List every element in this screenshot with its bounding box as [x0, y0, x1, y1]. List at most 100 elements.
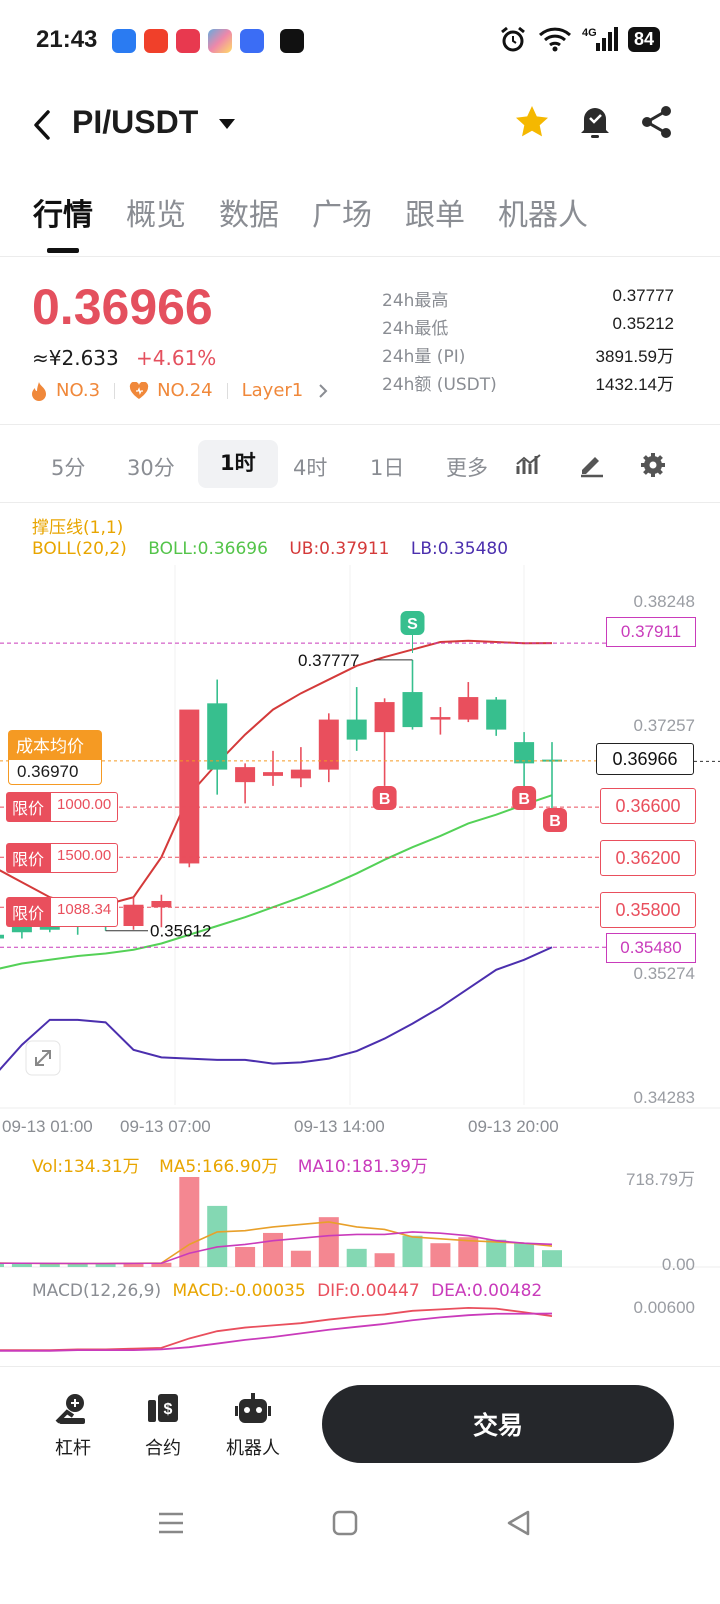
- robot-icon: [235, 1393, 271, 1423]
- back-arrow-icon[interactable]: [30, 108, 56, 142]
- volume-bar: [430, 1243, 451, 1267]
- rank-separator: [226, 382, 228, 399]
- order-price-tag: 0.36600: [600, 788, 696, 824]
- menu-icon[interactable]: [158, 1510, 184, 1536]
- tab-copy-trading[interactable]: 跟单: [405, 198, 465, 233]
- trade-button[interactable]: 交易: [322, 1385, 674, 1463]
- home-square-icon[interactable]: [332, 1510, 358, 1536]
- period-1d[interactable]: 1日: [370, 456, 405, 480]
- volume-bar: [151, 1262, 172, 1267]
- tab-overview[interactable]: 概览: [126, 198, 186, 233]
- candle-body: [0, 934, 4, 939]
- share-icon[interactable]: [640, 104, 674, 140]
- back-triangle-icon[interactable]: [506, 1510, 532, 1536]
- draw-tool-icon[interactable]: [578, 452, 606, 478]
- volume-max-label: 718.79万: [626, 1170, 695, 1189]
- status-bar: 21:43 4G 84: [0, 0, 720, 80]
- contract-nav[interactable]: $ 合约: [128, 1392, 198, 1460]
- candle-body: [346, 719, 367, 740]
- volume-min-label: 0.00: [662, 1255, 695, 1274]
- price-change-percent: +4.61%: [136, 346, 217, 370]
- limit-order-label: 限价: [6, 843, 51, 873]
- period-5m[interactable]: 5分: [51, 456, 86, 480]
- category-tag[interactable]: Layer1: [241, 380, 304, 401]
- favorite-rank[interactable]: NO.24: [157, 380, 213, 401]
- trade-marker: [372, 786, 397, 810]
- indicator-icon[interactable]: [515, 452, 543, 478]
- rank-badges: NO.3 NO.24 Layer1: [30, 380, 329, 401]
- volume-bar: [235, 1246, 256, 1267]
- low-price-label: 0.35612: [150, 922, 211, 941]
- cost-average-tag[interactable]: 成本均价 0.36970: [8, 730, 102, 785]
- chevron-right-icon[interactable]: [317, 383, 329, 399]
- limit-order-tag[interactable]: 限价 1500.00: [6, 843, 119, 873]
- period-more[interactable]: 更多: [446, 456, 488, 480]
- chart-grid: 0.38248 0.37257 0.35274 0.34283 09-13 01:00 0…: [0, 565, 720, 1268]
- stat-label: 24h额 (USDT): [382, 375, 497, 395]
- stats-24h: 24h最高 0.37777 24h最低 0.35212 24h量 (PI) 3891.…: [382, 286, 674, 398]
- trade-marker: [543, 808, 567, 832]
- macd-dea-line: [0, 1312, 553, 1352]
- volume-bar: [179, 1177, 200, 1267]
- cost-average-value: 0.36970: [8, 759, 102, 785]
- volume-bar: [11, 1263, 32, 1267]
- volume-bar: [346, 1248, 367, 1267]
- favorite-star-icon[interactable]: [514, 104, 550, 140]
- leverage-label: 杠杆: [55, 1438, 91, 1459]
- last-price-tag: 0.36966: [596, 743, 694, 775]
- price-cny: ≈¥2.633: [32, 346, 119, 370]
- contract-icon: $: [148, 1394, 178, 1422]
- robot-nav[interactable]: 机器人: [218, 1392, 288, 1460]
- y-axis-tick-label: 0.35274: [634, 964, 695, 983]
- kline-chart[interactable]: 0.38248 0.37257 0.35274 0.34283 09-13 01:00 0…: [0, 505, 720, 1365]
- stat-row: 24h最低 0.35212: [382, 314, 674, 342]
- bottom-action-bar: 杠杆 $ 合约 机器人 交易: [0, 1370, 720, 1480]
- period-1h[interactable]: 1时: [198, 440, 278, 488]
- high-price-label: 0.37777: [298, 651, 359, 670]
- chart-settings-gear-icon[interactable]: [640, 452, 666, 478]
- candle-body: [235, 767, 256, 783]
- limit-order-amount: 1088.34: [50, 897, 119, 927]
- tab-market[interactable]: 行情: [33, 190, 93, 256]
- leverage-nav[interactable]: 杠杆: [38, 1392, 108, 1460]
- app-notification-icon: [112, 29, 136, 53]
- trade-marker-letter: B: [549, 813, 561, 830]
- stat-value: 3891.59万: [595, 347, 674, 366]
- volume-ma10-line: [0, 1231, 553, 1265]
- period-selector: 5分 30分 1时 4时 1日 更多: [0, 440, 720, 490]
- boll-params: BOLL(20,2): [32, 539, 127, 559]
- trade-marker-letter: S: [407, 616, 418, 633]
- candle-body: [486, 699, 507, 730]
- x-axis-tick-label: 09-13 20:00: [468, 1117, 559, 1136]
- more-notifications-icon: [280, 29, 304, 53]
- contract-label: 合约: [145, 1438, 181, 1459]
- svg-text:$: $: [164, 1401, 173, 1418]
- candle-body: [207, 703, 228, 770]
- tab-square[interactable]: 广场: [312, 198, 372, 233]
- limit-order-tag[interactable]: 限价 1000.00: [6, 792, 119, 822]
- video-app-icon: [144, 29, 168, 53]
- stat-row: 24h量 (PI) 3891.59万: [382, 342, 674, 370]
- candle-body: [318, 719, 339, 770]
- alarm-icon: [501, 26, 525, 52]
- stat-label: 24h最高: [382, 291, 449, 311]
- period-30m[interactable]: 30分: [127, 456, 175, 480]
- boll-lb-value: LB:0.35480: [410, 539, 509, 559]
- bottom-divider: [0, 1366, 720, 1367]
- period-4h[interactable]: 4时: [293, 456, 328, 480]
- last-price: 0.36966: [32, 279, 213, 335]
- pair-header: PI/USDT: [0, 90, 720, 160]
- pair-dropdown-icon[interactable]: [218, 118, 236, 130]
- pair-title[interactable]: PI/USDT: [72, 104, 199, 140]
- x-axis-tick-label: 09-13 01:00: [2, 1117, 93, 1136]
- volume-bar: [374, 1253, 395, 1267]
- price-alert-bell-icon[interactable]: [578, 104, 612, 140]
- tab-data[interactable]: 数据: [219, 198, 279, 233]
- stat-value: 1432.14万: [595, 375, 674, 394]
- hot-rank[interactable]: NO.3: [56, 380, 101, 401]
- leverage-icon: [55, 1394, 85, 1424]
- vol-ma5-value: MA5:166.90万: [159, 1157, 279, 1177]
- tab-robot[interactable]: 机器人: [498, 198, 588, 233]
- limit-order-tag[interactable]: 限价 1088.34: [6, 897, 119, 927]
- x-axis-tick-label: 09-13 07:00: [120, 1117, 211, 1136]
